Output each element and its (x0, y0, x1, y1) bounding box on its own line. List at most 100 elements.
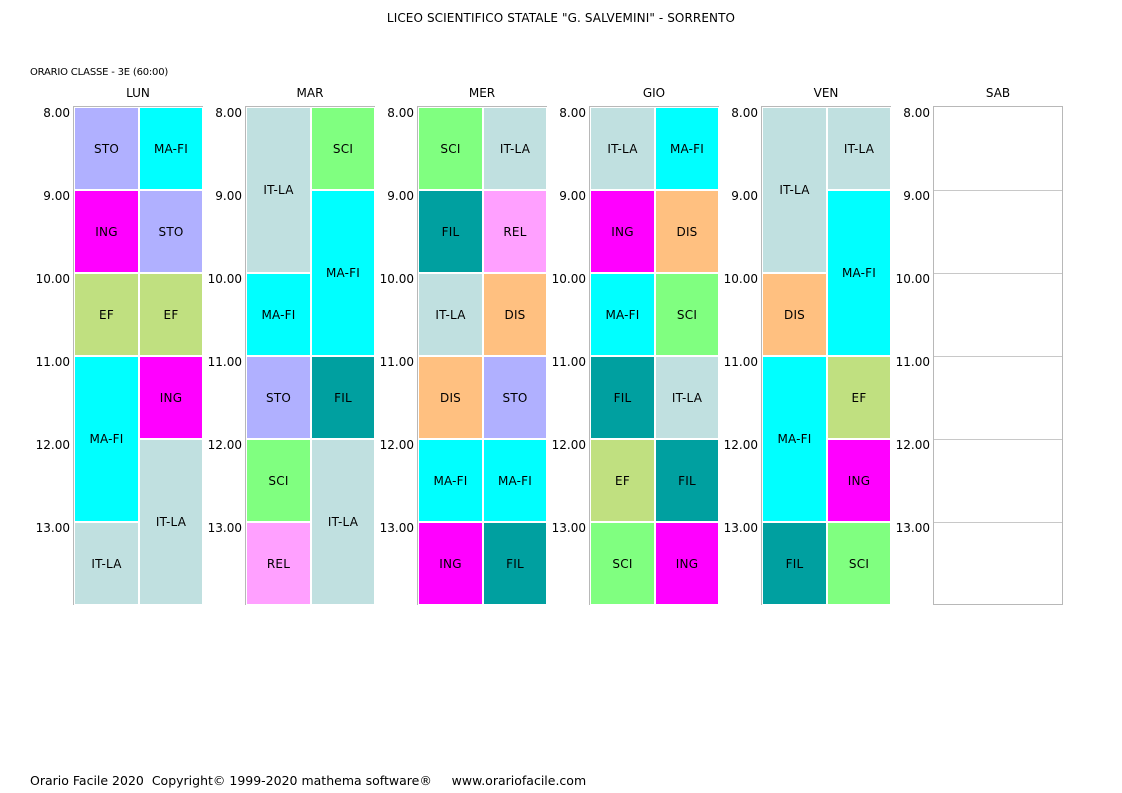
class-subtitle: ORARIO CLASSE - 3E (60:00) (30, 67, 169, 78)
hour-label: 10.00 (723, 272, 758, 286)
lesson-cell: REL (483, 190, 547, 273)
hour-label: 9.00 (731, 189, 758, 203)
day-label-sab: SAB (985, 86, 1011, 100)
lesson-cell: IT-LA (418, 273, 483, 356)
lesson-cell: REL (246, 522, 311, 605)
hour-label: 12.00 (35, 438, 70, 452)
lesson-cell: IT-LA (483, 107, 547, 190)
lesson-cell: FIL (483, 522, 547, 605)
lesson-cell: FIL (655, 439, 719, 522)
lesson-cell: IT-LA (762, 107, 827, 273)
lesson-cell: FIL (762, 522, 827, 605)
hour-label: 8.00 (559, 106, 586, 120)
lesson-cell: SCI (418, 107, 483, 190)
hour-label: 9.00 (215, 189, 242, 203)
footer-copyright: Orario Facile 2020 Copyright© 1999-2020 … (30, 773, 587, 788)
hour-label: 13.00 (551, 521, 586, 535)
lesson-cell: IT-LA (827, 107, 891, 190)
hour-label: 13.00 (895, 521, 930, 535)
lesson-cell: MA-FI (139, 107, 203, 190)
lesson-cell: IT-LA (246, 107, 311, 273)
hour-label: 12.00 (551, 438, 586, 452)
lesson-cell: DIS (418, 356, 483, 439)
empty-slot-divider (934, 190, 1062, 191)
day-label-ven: VEN (813, 86, 839, 100)
hour-label: 12.00 (723, 438, 758, 452)
lesson-cell: MA-FI (590, 273, 655, 356)
empty-slot-divider (934, 439, 1062, 440)
lesson-cell: ING (139, 356, 203, 439)
lesson-cell: MA-FI (827, 190, 891, 356)
day-column-mer: SCI IT-LA FIL REL IT-LA DIS DIS STO MA-FI MA-FI IN… (417, 106, 547, 605)
hour-label: 10.00 (895, 272, 930, 286)
lesson-cell: SCI (311, 107, 375, 190)
lesson-cell: EF (74, 273, 139, 356)
hour-label: 13.00 (723, 521, 758, 535)
lesson-cell: MA-FI (418, 439, 483, 522)
day-column-gio: IT-LA MA-FI ING DIS MA-FI SCI FIL IT-LA EF FIL SCI… (589, 106, 719, 605)
hour-label: 9.00 (387, 189, 414, 203)
day-column-sab (933, 106, 1063, 605)
lesson-cell: DIS (483, 273, 547, 356)
hour-label: 10.00 (207, 272, 242, 286)
hour-label: 11.00 (207, 355, 242, 369)
empty-slot-divider (934, 356, 1062, 357)
lesson-cell: SCI (827, 522, 891, 605)
hour-label: 12.00 (379, 438, 414, 452)
empty-slot-divider (934, 273, 1062, 274)
hour-label: 8.00 (43, 106, 70, 120)
day-label-mar: MAR (296, 86, 324, 100)
hour-label: 12.00 (207, 438, 242, 452)
hour-label: 13.00 (207, 521, 242, 535)
hour-label: 13.00 (35, 521, 70, 535)
hour-label: 8.00 (903, 106, 930, 120)
lesson-cell: MA-FI (74, 356, 139, 522)
lesson-cell: DIS (655, 190, 719, 273)
lesson-cell: EF (590, 439, 655, 522)
lesson-cell: SCI (590, 522, 655, 605)
day-label-lun: LUN (126, 86, 150, 100)
lesson-cell: SCI (246, 439, 311, 522)
lesson-cell: ING (827, 439, 891, 522)
day-column-ven: IT-LA IT-LA MA-FI DIS MA-FI EF ING FIL SCI (761, 106, 891, 605)
lesson-cell: IT-LA (74, 522, 139, 605)
lesson-cell: DIS (762, 273, 827, 356)
lesson-cell: FIL (311, 356, 375, 439)
lesson-cell: ING (74, 190, 139, 273)
lesson-cell: ING (655, 522, 719, 605)
hour-label: 11.00 (551, 355, 586, 369)
lesson-cell: STO (483, 356, 547, 439)
lesson-cell: IT-LA (590, 107, 655, 190)
hour-label: 8.00 (731, 106, 758, 120)
day-column-lun: STO MA-FI ING STO EF EF MA-FI ING IT-LA IT-LA (73, 106, 203, 605)
lesson-cell: STO (246, 356, 311, 439)
hour-label: 10.00 (379, 272, 414, 286)
hour-label: 9.00 (903, 189, 930, 203)
hour-label: 11.00 (379, 355, 414, 369)
lesson-cell: IT-LA (311, 439, 375, 605)
lesson-cell: FIL (590, 356, 655, 439)
lesson-cell: FIL (418, 190, 483, 273)
page-title: LICEO SCIENTIFICO STATALE "G. SALVEMINI"… (386, 11, 736, 25)
lesson-cell: MA-FI (655, 107, 719, 190)
hour-label: 9.00 (559, 189, 586, 203)
lesson-cell: MA-FI (246, 273, 311, 356)
lesson-cell: IT-LA (655, 356, 719, 439)
lesson-cell: EF (139, 273, 203, 356)
lesson-cell: MA-FI (311, 190, 375, 356)
lesson-cell: STO (139, 190, 203, 273)
hour-label: 8.00 (387, 106, 414, 120)
hour-label: 11.00 (35, 355, 70, 369)
lesson-cell: EF (827, 356, 891, 439)
empty-slot-divider (934, 522, 1062, 523)
hour-label: 12.00 (895, 438, 930, 452)
lesson-cell: MA-FI (483, 439, 547, 522)
day-label-gio: GIO (642, 86, 666, 100)
lesson-cell: IT-LA (139, 439, 203, 605)
hour-label: 10.00 (551, 272, 586, 286)
day-label-mer: MER (468, 86, 496, 100)
lesson-cell: ING (418, 522, 483, 605)
hour-label: 11.00 (723, 355, 758, 369)
hour-label: 13.00 (379, 521, 414, 535)
hour-label: 8.00 (215, 106, 242, 120)
